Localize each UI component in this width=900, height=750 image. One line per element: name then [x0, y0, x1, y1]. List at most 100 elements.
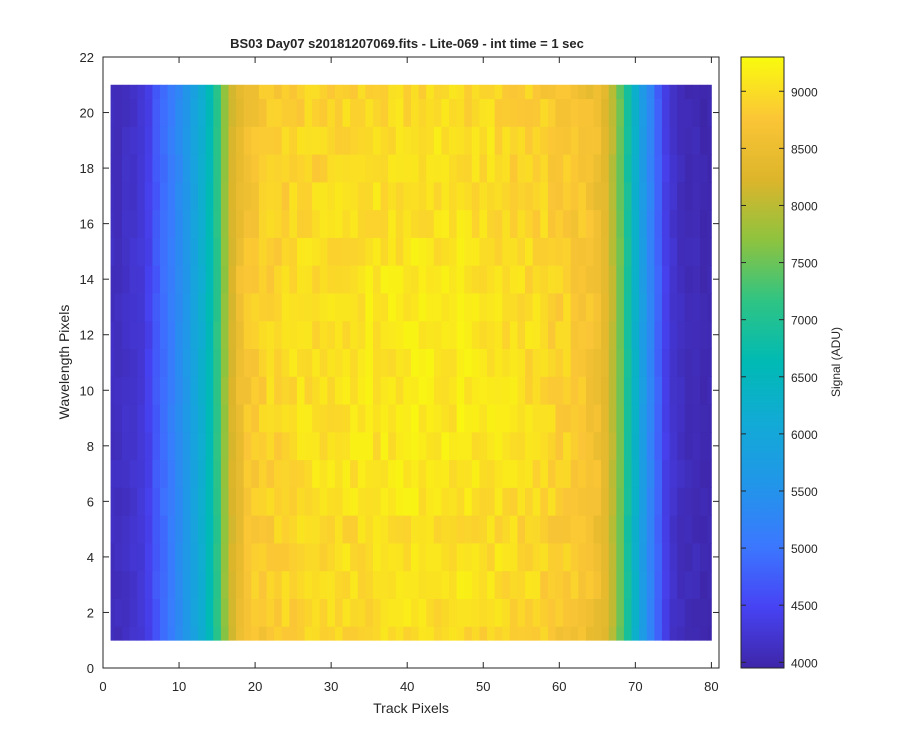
- heatmap-cell: [418, 126, 427, 155]
- heatmap-cell: [563, 570, 572, 599]
- heatmap-cell: [327, 515, 336, 544]
- heatmap-cell: [692, 431, 701, 461]
- heatmap-cell: [532, 348, 541, 377]
- heatmap-cell: [289, 376, 298, 405]
- heatmap-cell: [114, 237, 123, 266]
- heatmap-cell: [532, 404, 541, 433]
- heatmap-cell: [426, 487, 435, 516]
- heatmap-cell: [684, 265, 693, 294]
- heatmap-cell: [547, 126, 556, 155]
- heatmap-cell: [160, 570, 169, 599]
- heatmap-cell: [418, 515, 427, 544]
- heatmap-cell: [494, 209, 503, 238]
- heatmap-cell: [601, 237, 610, 266]
- heatmap-cell: [707, 181, 712, 211]
- heatmap-cell: [213, 126, 222, 155]
- heatmap-cell: [110, 84, 115, 100]
- heatmap-cell: [365, 320, 374, 350]
- heatmap-cell: [692, 598, 701, 627]
- heatmap-cell: [258, 237, 267, 266]
- heatmap-cell: [243, 626, 252, 641]
- heatmap-cell: [350, 459, 359, 488]
- heatmap-cell: [517, 570, 526, 599]
- heatmap-cell: [418, 570, 427, 599]
- heatmap-cell: [517, 154, 526, 183]
- heatmap-cell: [692, 348, 701, 377]
- heatmap-cell: [342, 320, 351, 350]
- heatmap-cell: [198, 293, 207, 322]
- heatmap-cell: [175, 154, 184, 183]
- heatmap-cell: [517, 348, 526, 377]
- heatmap-cell: [327, 154, 336, 183]
- heatmap-cell: [426, 404, 435, 433]
- heatmap-cell: [585, 181, 594, 211]
- heatmap-cell: [411, 598, 419, 627]
- heatmap-cell: [547, 320, 556, 350]
- heatmap-cell: [517, 293, 526, 322]
- heatmap-cell: [152, 265, 161, 294]
- heatmap-cell: [312, 265, 321, 294]
- heatmap-cell: [449, 598, 458, 627]
- heatmap-cell: [388, 320, 397, 350]
- heatmap-cell: [160, 84, 169, 100]
- heatmap-cell: [122, 209, 131, 238]
- heatmap-cell: [251, 237, 260, 266]
- heatmap-cell: [456, 126, 465, 155]
- heatmap-cell: [220, 626, 229, 641]
- heatmap-cell: [699, 515, 708, 544]
- heatmap-cell: [661, 404, 670, 433]
- heatmap-cell: [403, 126, 412, 155]
- heatmap-cell: [236, 181, 245, 211]
- heatmap-cell: [114, 293, 123, 322]
- heatmap-cell: [487, 84, 496, 100]
- heatmap-cell: [365, 431, 374, 461]
- heatmap-cell: [449, 237, 458, 266]
- heatmap-cell: [220, 209, 229, 238]
- heatmap-cell: [137, 293, 146, 322]
- heatmap-cell: [601, 84, 610, 100]
- heatmap-cell: [144, 98, 153, 127]
- heatmap-cell: [342, 570, 351, 599]
- heatmap-cell: [388, 84, 397, 100]
- colorbar-tick-label: 6000: [791, 428, 818, 442]
- heatmap-cell: [540, 598, 549, 627]
- heatmap-cell: [555, 265, 564, 294]
- heatmap-cell: [532, 626, 541, 641]
- heatmap-cell: [281, 598, 290, 627]
- heatmap-cell: [570, 404, 579, 433]
- heatmap-cell: [525, 265, 534, 294]
- heatmap-cell: [509, 348, 518, 377]
- heatmap-cell: [669, 209, 678, 238]
- heatmap-cell: [509, 209, 518, 238]
- heatmap-cell: [464, 237, 473, 266]
- colorbar-tick-label: 9000: [791, 85, 818, 99]
- heatmap-cell: [122, 98, 131, 127]
- heatmap-cell: [342, 293, 351, 322]
- heatmap-cell: [692, 154, 701, 183]
- heatmap-cell: [243, 320, 252, 350]
- heatmap-cell: [198, 404, 207, 433]
- heatmap-cell: [365, 570, 374, 599]
- heatmap-cell: [669, 459, 678, 488]
- heatmap-cell: [707, 543, 712, 572]
- heatmap-cell: [198, 98, 207, 127]
- heatmap-cell: [167, 487, 176, 516]
- heatmap-cell: [137, 515, 146, 544]
- heatmap-cell: [456, 598, 465, 627]
- heatmap-cell: [441, 209, 450, 238]
- heatmap-cell: [312, 98, 321, 127]
- heatmap-cell: [479, 237, 488, 266]
- heatmap-cell: [418, 209, 427, 238]
- heatmap-cell: [198, 181, 207, 211]
- heatmap-cell: [441, 265, 450, 294]
- heatmap-cell: [365, 126, 374, 155]
- heatmap-cell: [198, 209, 207, 238]
- heatmap-cell: [509, 265, 518, 294]
- heatmap-cell: [190, 515, 199, 544]
- heatmap-cell: [198, 237, 207, 266]
- heatmap-cell: [517, 181, 526, 211]
- heatmap-cell: [456, 404, 465, 433]
- heatmap-cell: [502, 320, 511, 350]
- heatmap-cell: [593, 348, 602, 377]
